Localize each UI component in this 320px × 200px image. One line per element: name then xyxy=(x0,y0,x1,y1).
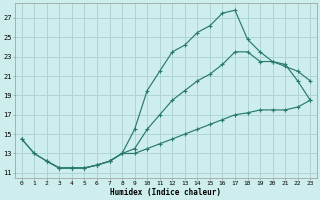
X-axis label: Humidex (Indice chaleur): Humidex (Indice chaleur) xyxy=(110,188,221,197)
